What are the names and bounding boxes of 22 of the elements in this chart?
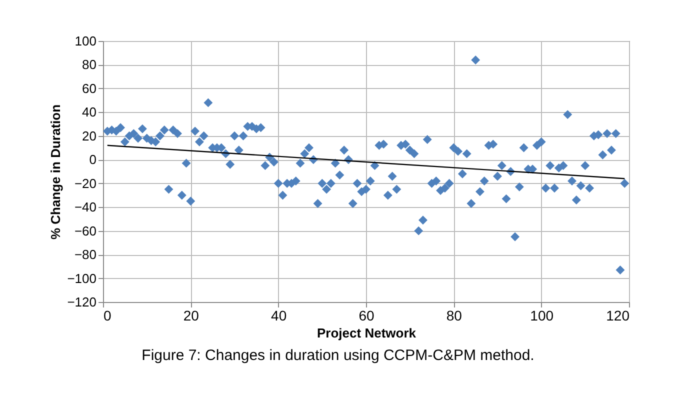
x-axis-title: Project Network bbox=[317, 326, 417, 340]
y-tick-label: −100 bbox=[67, 270, 96, 286]
y-tick-label: 0 bbox=[89, 152, 96, 168]
y-tick-label: 60 bbox=[82, 80, 96, 96]
y-axis-title: % Change in Duration bbox=[48, 104, 64, 240]
caption: Figure 7: Changes in duration using CCPM-C&PM method. bbox=[140, 347, 536, 364]
x-tick-label: 20 bbox=[183, 308, 200, 324]
y-tick-label: 40 bbox=[82, 104, 96, 120]
x-tick-label: 40 bbox=[271, 308, 287, 324]
x-tick-label: 80 bbox=[446, 308, 462, 324]
y-tick-label: 80 bbox=[82, 57, 96, 72]
x-tick-label: 120 bbox=[606, 308, 630, 324]
y-tick-label: 20 bbox=[82, 128, 96, 144]
y-tick-label: −20 bbox=[74, 176, 96, 191]
y-tick-label: 100 bbox=[74, 34, 96, 48]
y-tick-label: −40 bbox=[74, 200, 96, 215]
x-tick-label: 60 bbox=[358, 308, 374, 324]
x-tick-label: 100 bbox=[530, 308, 554, 324]
y-tick-label: −80 bbox=[74, 247, 96, 262]
y-tick-label: −60 bbox=[74, 223, 96, 238]
y-tick-label: −120 bbox=[67, 294, 96, 310]
x-tick-label: 0 bbox=[104, 308, 112, 324]
